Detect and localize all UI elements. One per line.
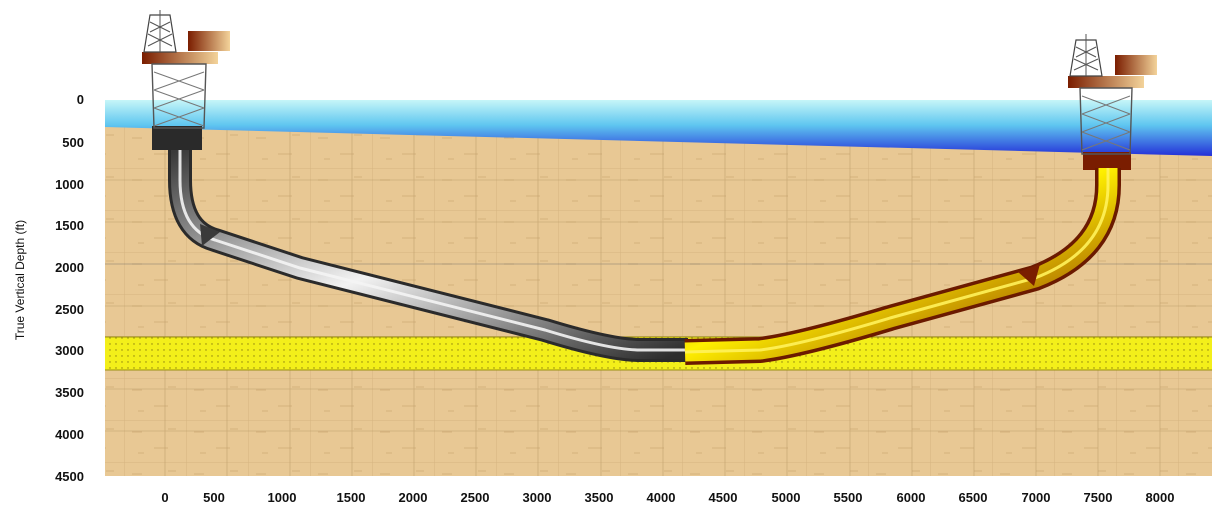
y-tick-label: 4000 xyxy=(55,427,84,442)
y-tick-label: 3000 xyxy=(55,343,84,358)
y-tick-label: 3500 xyxy=(55,385,84,400)
y-tick-label: 2000 xyxy=(55,260,84,275)
x-tick-label: 5500 xyxy=(834,490,863,505)
earth-region xyxy=(105,126,1212,476)
right-well-path xyxy=(684,152,1131,365)
x-tick-label: 3500 xyxy=(585,490,614,505)
water-body xyxy=(105,100,1212,156)
y-tick-label: 1500 xyxy=(55,218,84,233)
x-tick-label: 1000 xyxy=(268,490,297,505)
drilling-rig-icon xyxy=(1068,34,1157,155)
x-tick-label: 0 xyxy=(161,490,168,505)
x-tick-label: 4500 xyxy=(709,490,738,505)
x-tick-label: 8000 xyxy=(1146,490,1175,505)
x-tick-label: 2000 xyxy=(399,490,428,505)
drilling-rig-icon xyxy=(142,10,230,129)
x-tick-label: 500 xyxy=(203,490,225,505)
x-tick-label: 7000 xyxy=(1022,490,1051,505)
y-tick-label: 2500 xyxy=(55,302,84,317)
x-tick-label: 1500 xyxy=(337,490,366,505)
x-tick-label: 7500 xyxy=(1084,490,1113,505)
x-tick-label: 6500 xyxy=(959,490,988,505)
y-axis: 0 500 1000 1500 2000 2500 3000 3500 4000… xyxy=(13,92,84,484)
y-tick-label: 0 xyxy=(77,92,84,107)
x-tick-label: 3000 xyxy=(523,490,552,505)
x-tick-label: 6000 xyxy=(897,490,926,505)
y-tick-label: 500 xyxy=(62,135,84,150)
x-tick-label: 5000 xyxy=(772,490,801,505)
y-axis-title: True Vertical Depth (ft) xyxy=(13,220,27,340)
x-axis: 0 500 1000 1500 2000 2500 3000 3500 4000… xyxy=(161,490,1174,505)
x-tick-label: 2500 xyxy=(461,490,490,505)
x-tick-label: 4000 xyxy=(647,490,676,505)
left-well-path xyxy=(152,126,688,362)
y-tick-label: 1000 xyxy=(55,177,84,192)
y-tick-label: 4500 xyxy=(55,469,84,484)
